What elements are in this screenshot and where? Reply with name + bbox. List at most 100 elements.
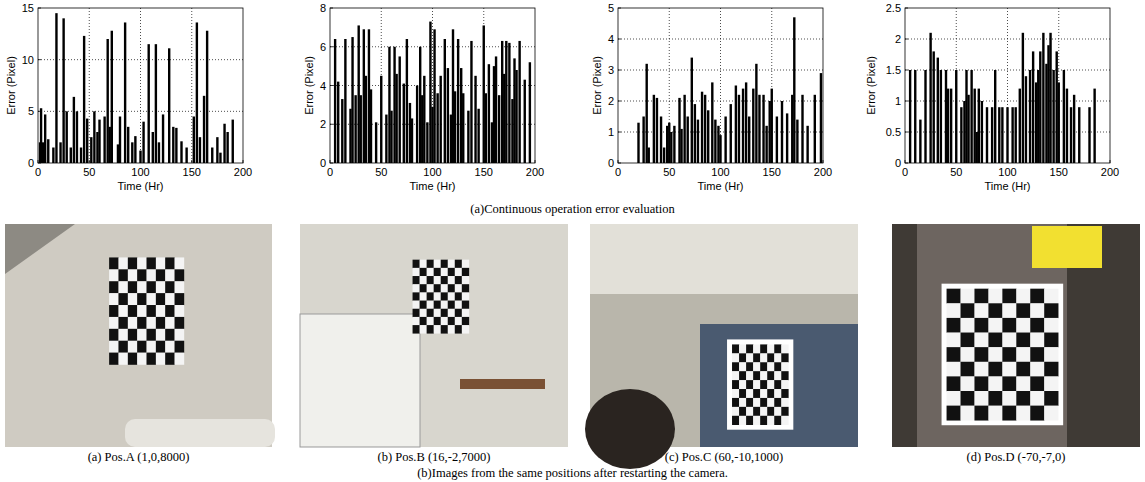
- bar: [950, 89, 952, 163]
- checker: [781, 344, 788, 353]
- checker: [455, 276, 462, 284]
- checker: [118, 341, 128, 353]
- tick-label: 8: [320, 2, 326, 14]
- bar: [90, 137, 92, 163]
- bar: [395, 74, 397, 163]
- bar: [498, 95, 500, 163]
- grid-line: [905, 70, 1110, 71]
- checker: [462, 268, 469, 276]
- bar: [211, 148, 213, 164]
- checker: [165, 269, 175, 281]
- axis-title: Error (Pixel): [865, 56, 877, 115]
- checker: [137, 329, 147, 341]
- checker: [147, 353, 157, 365]
- bar: [738, 95, 740, 163]
- checker: [1016, 289, 1030, 304]
- checker: [118, 257, 128, 269]
- axis-title: Error (Pixel): [303, 56, 315, 115]
- checker: [427, 301, 434, 309]
- checker: [760, 398, 767, 407]
- checker: [147, 293, 157, 305]
- tick-label: 150: [183, 166, 201, 178]
- checker: [746, 362, 753, 371]
- checker: [165, 305, 175, 317]
- bar: [691, 58, 693, 163]
- checker: [988, 376, 1002, 391]
- checker: [732, 353, 739, 362]
- plot-bg: [905, 8, 1110, 163]
- tick-label: 200: [814, 166, 832, 178]
- rail: [460, 379, 545, 389]
- checker: [413, 325, 420, 333]
- bar: [937, 58, 939, 163]
- checker: [739, 407, 746, 416]
- bar: [697, 120, 699, 163]
- checker: [753, 371, 760, 380]
- frame: [905, 8, 1110, 163]
- bar: [111, 31, 113, 163]
- checker: [413, 284, 420, 292]
- checker: [760, 353, 767, 362]
- bar: [454, 91, 456, 163]
- checker: [128, 341, 138, 353]
- checker: [767, 398, 774, 407]
- checker: [109, 281, 119, 293]
- board-border: [727, 339, 793, 429]
- checker: [434, 292, 441, 300]
- checker: [156, 269, 166, 281]
- bar: [431, 107, 433, 163]
- bar: [70, 148, 72, 164]
- bar: [648, 148, 650, 164]
- checker: [427, 309, 434, 317]
- bar: [226, 132, 228, 163]
- checker: [462, 260, 469, 268]
- bar: [976, 132, 978, 163]
- bar: [365, 76, 367, 163]
- tick-label: 1.5: [886, 64, 901, 76]
- tick-label: 15: [22, 2, 34, 14]
- tick: [330, 85, 333, 86]
- bar: [175, 128, 177, 163]
- axis-title: Error (Pixel): [5, 56, 17, 115]
- tick-label: 200: [1101, 166, 1119, 178]
- tick-label: 0: [28, 157, 34, 169]
- checker: [961, 303, 975, 318]
- bar: [96, 132, 98, 163]
- checker: [413, 317, 420, 325]
- panel: 05010015020000.511.522.5Time (Hr)Error (…: [865, 2, 1119, 192]
- checker: [739, 371, 746, 380]
- grid-line: [330, 46, 535, 47]
- checker: [947, 333, 961, 348]
- checker: [1044, 289, 1058, 304]
- bar: [127, 127, 129, 163]
- grid-line: [38, 59, 243, 60]
- checker: [462, 301, 469, 309]
- bar: [172, 127, 174, 163]
- bar: [193, 117, 195, 164]
- bar: [529, 62, 531, 163]
- bar: [762, 95, 764, 163]
- checker: [1044, 347, 1058, 362]
- grid-line: [140, 8, 141, 163]
- bar: [495, 56, 497, 163]
- bar: [76, 111, 78, 163]
- bar: [1037, 70, 1039, 163]
- bar: [59, 142, 61, 163]
- sign: [1032, 226, 1102, 268]
- tick-label: 100: [711, 166, 729, 178]
- checker: [462, 276, 469, 284]
- checker: [128, 269, 138, 281]
- tick-label: 200: [526, 166, 544, 178]
- checker: [455, 284, 462, 292]
- checker: [988, 406, 1002, 421]
- checker: [156, 353, 166, 365]
- checker: [732, 398, 739, 407]
- bar: [55, 13, 57, 163]
- axis-title: Error (Pixel): [591, 56, 603, 115]
- bar: [457, 39, 459, 163]
- bar: [419, 47, 421, 163]
- checker: [165, 341, 175, 353]
- checker: [455, 325, 462, 333]
- bar: [955, 70, 957, 163]
- checker: [1002, 362, 1016, 377]
